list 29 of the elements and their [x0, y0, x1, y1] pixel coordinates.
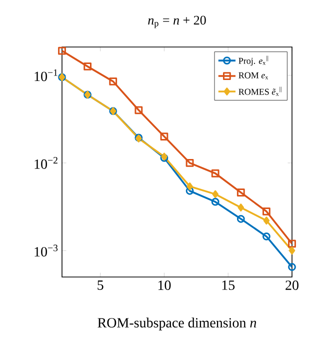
point — [236, 214, 245, 223]
point — [211, 169, 220, 178]
legend-label: ROM e$_{x}$ — [238, 72, 268, 80]
point — [262, 207, 270, 216]
point — [236, 188, 245, 196]
point — [238, 204, 244, 212]
x-tick-label: 5 — [98, 280, 104, 290]
point — [58, 46, 66, 55]
y-tick-label: 10$^{−3}$ — [34, 244, 58, 257]
point — [211, 198, 220, 206]
point — [109, 77, 118, 86]
point — [186, 158, 194, 167]
point — [160, 132, 168, 140]
y-tick-label: 10$^{−2}$ — [34, 156, 58, 169]
point — [263, 216, 270, 225]
point — [84, 62, 92, 70]
point — [186, 186, 194, 195]
point — [288, 240, 296, 248]
x-tick-label: 20 — [286, 280, 298, 290]
chart-title: n$_{p}$ = n + 20 — [148, 16, 206, 28]
y-tick-label: 10$^{−1}$ — [34, 69, 58, 82]
point — [212, 190, 218, 198]
point — [262, 232, 270, 240]
point — [186, 182, 193, 190]
x-tick-label: 15 — [222, 280, 235, 290]
point — [288, 246, 296, 255]
x-tick-label: 10 — [158, 280, 171, 290]
point — [134, 106, 143, 114]
x-axis-title: ROM-subspace dimension n — [98, 318, 256, 330]
